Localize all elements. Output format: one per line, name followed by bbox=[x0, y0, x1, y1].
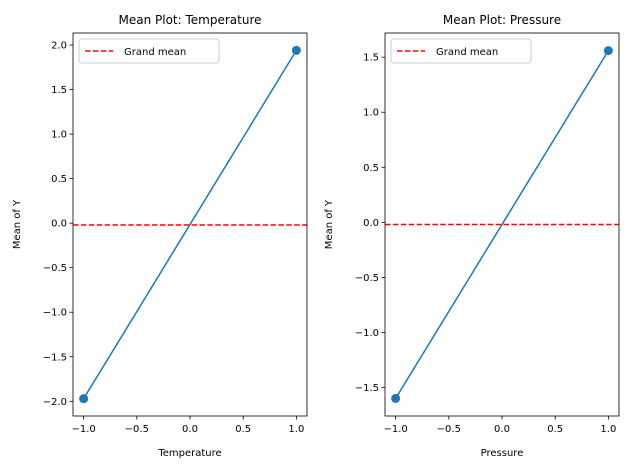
x-tick-label: 0.5 bbox=[235, 424, 251, 435]
y-tick-label: 1.5 bbox=[51, 85, 67, 96]
plot-area: −1.0 −0.5 0.0 0.5 1.0 −2.0 −1.5 −1.0 −0.5 0.0 0.5 1… bbox=[43, 32, 308, 435]
chart-title: Mean Plot: Pressure bbox=[443, 13, 561, 27]
series-line bbox=[394, 50, 610, 399]
y-tick-label: −1.0 bbox=[43, 308, 67, 319]
x-tick-label: −0.5 bbox=[437, 424, 461, 435]
pressure-mean-plot: Mean Plot: Pressure Pressure Mean of Y −… bbox=[324, 13, 620, 459]
data-point bbox=[603, 46, 613, 56]
y-tick-label: 1.0 bbox=[363, 108, 379, 119]
data-point bbox=[291, 45, 301, 55]
x-tick-label: 1.0 bbox=[288, 424, 304, 435]
y-tick-label: 0.0 bbox=[51, 219, 67, 230]
x-tick-label: 1.0 bbox=[600, 424, 616, 435]
y-tick-label: 0.5 bbox=[51, 174, 67, 185]
y-tick-label: 0.0 bbox=[363, 218, 379, 229]
legend-label-grand-mean: Grand mean bbox=[436, 47, 498, 58]
chart-title: Mean Plot: Temperature bbox=[119, 13, 262, 27]
x-tick-label: 0.5 bbox=[547, 424, 563, 435]
y-tick-label: 2.0 bbox=[51, 41, 67, 52]
y-tick-label: −0.5 bbox=[43, 263, 67, 274]
x-tick-label: 0.0 bbox=[494, 424, 510, 435]
x-tick-label: −1.0 bbox=[71, 424, 95, 435]
x-tick-label: −1.0 bbox=[383, 424, 407, 435]
legend-label-grand-mean: Grand mean bbox=[124, 47, 186, 58]
data-point bbox=[391, 393, 401, 403]
legend: Grand mean bbox=[390, 38, 532, 64]
y-tick-label: −1.0 bbox=[355, 328, 379, 339]
x-axis-label: Temperature bbox=[157, 448, 221, 459]
y-axis-label: Mean of Y bbox=[12, 199, 23, 249]
series-line bbox=[82, 49, 298, 400]
y-tick-label: 1.0 bbox=[51, 130, 67, 141]
x-axis-label: Pressure bbox=[481, 448, 524, 459]
y-tick-label: 1.5 bbox=[363, 53, 379, 64]
legend-box bbox=[390, 38, 532, 64]
data-point bbox=[79, 394, 89, 404]
x-tick-label: −0.5 bbox=[125, 424, 149, 435]
temperature-mean-plot: Mean Plot: Temperature Temperature Mean … bbox=[12, 13, 308, 459]
plot-area: −1.0 −0.5 0.0 0.5 1.0 −1.5 −1.0 −0.5 0.0 0.5 1.0 1.… bbox=[355, 32, 620, 435]
legend: Grand mean bbox=[78, 38, 220, 64]
y-axis-label: Mean of Y bbox=[324, 199, 335, 249]
y-tick-label: −0.5 bbox=[355, 273, 379, 284]
x-tick-label: 0.0 bbox=[182, 424, 198, 435]
y-tick-label: −1.5 bbox=[43, 352, 67, 363]
y-tick-label: 0.5 bbox=[363, 163, 379, 174]
legend-box bbox=[78, 38, 220, 64]
y-tick-label: −1.5 bbox=[355, 383, 379, 394]
y-tick-label: −2.0 bbox=[43, 397, 67, 408]
